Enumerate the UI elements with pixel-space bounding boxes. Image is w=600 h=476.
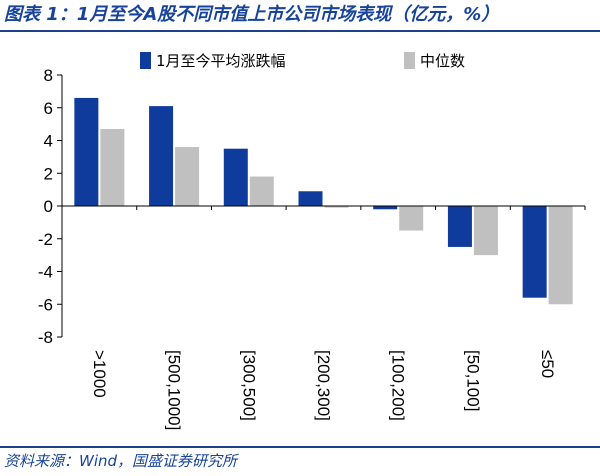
legend-label-average: 1月至今平均涨跌幅 (156, 52, 286, 70)
x-tick-label: ≤50 (538, 350, 557, 378)
y-tick-label: 2 (44, 164, 53, 183)
y-tick-label: 4 (44, 132, 53, 151)
y-tick-label: 6 (44, 99, 53, 118)
legend-swatch-median (404, 52, 415, 69)
legend-swatch-average (140, 52, 151, 69)
x-tick-label: [50,100] (463, 350, 482, 411)
bar-chart: -8 -6 -4 -2 0 2 4 6 8 >1000 [500,1000] [300,500] [20… (38, 52, 586, 430)
x-tick-label: [100,200] (389, 350, 408, 421)
x-tick-label: [300,500] (239, 350, 258, 421)
y-tick-label: -6 (38, 295, 53, 314)
bar-median (548, 206, 573, 305)
y-tick-label: -8 (38, 328, 53, 347)
bar-average (223, 148, 248, 206)
bar-median (175, 147, 200, 206)
legend-label-median: 中位数 (420, 52, 465, 70)
bar-average (522, 206, 547, 298)
bar-median (100, 129, 125, 206)
source-rule (0, 446, 600, 448)
y-tick-label: -4 (38, 263, 53, 282)
x-tick-label: >1000 (90, 350, 109, 398)
y-tick-label: -2 (38, 230, 53, 249)
bar-median (473, 206, 498, 256)
bar-average (298, 191, 323, 206)
bar-average (149, 106, 174, 206)
x-tick-label: [200,300] (314, 350, 333, 421)
bar-median (249, 176, 274, 206)
chart-title: 图表 1：1月至今A股不同市值上市公司市场表现（亿元，%） (4, 4, 500, 25)
bar-average (74, 97, 99, 206)
y-tick-label: 0 (44, 197, 53, 216)
bar-average (373, 206, 398, 210)
bar-median (324, 206, 349, 208)
source-note: 资料来源：Wind，国盛证券研究所 (4, 452, 238, 470)
title-rule (0, 30, 600, 32)
bar-median (399, 206, 424, 231)
bar-average (447, 206, 472, 247)
y-tick-label: 8 (44, 66, 53, 85)
x-tick-label: [500,1000] (165, 350, 184, 430)
